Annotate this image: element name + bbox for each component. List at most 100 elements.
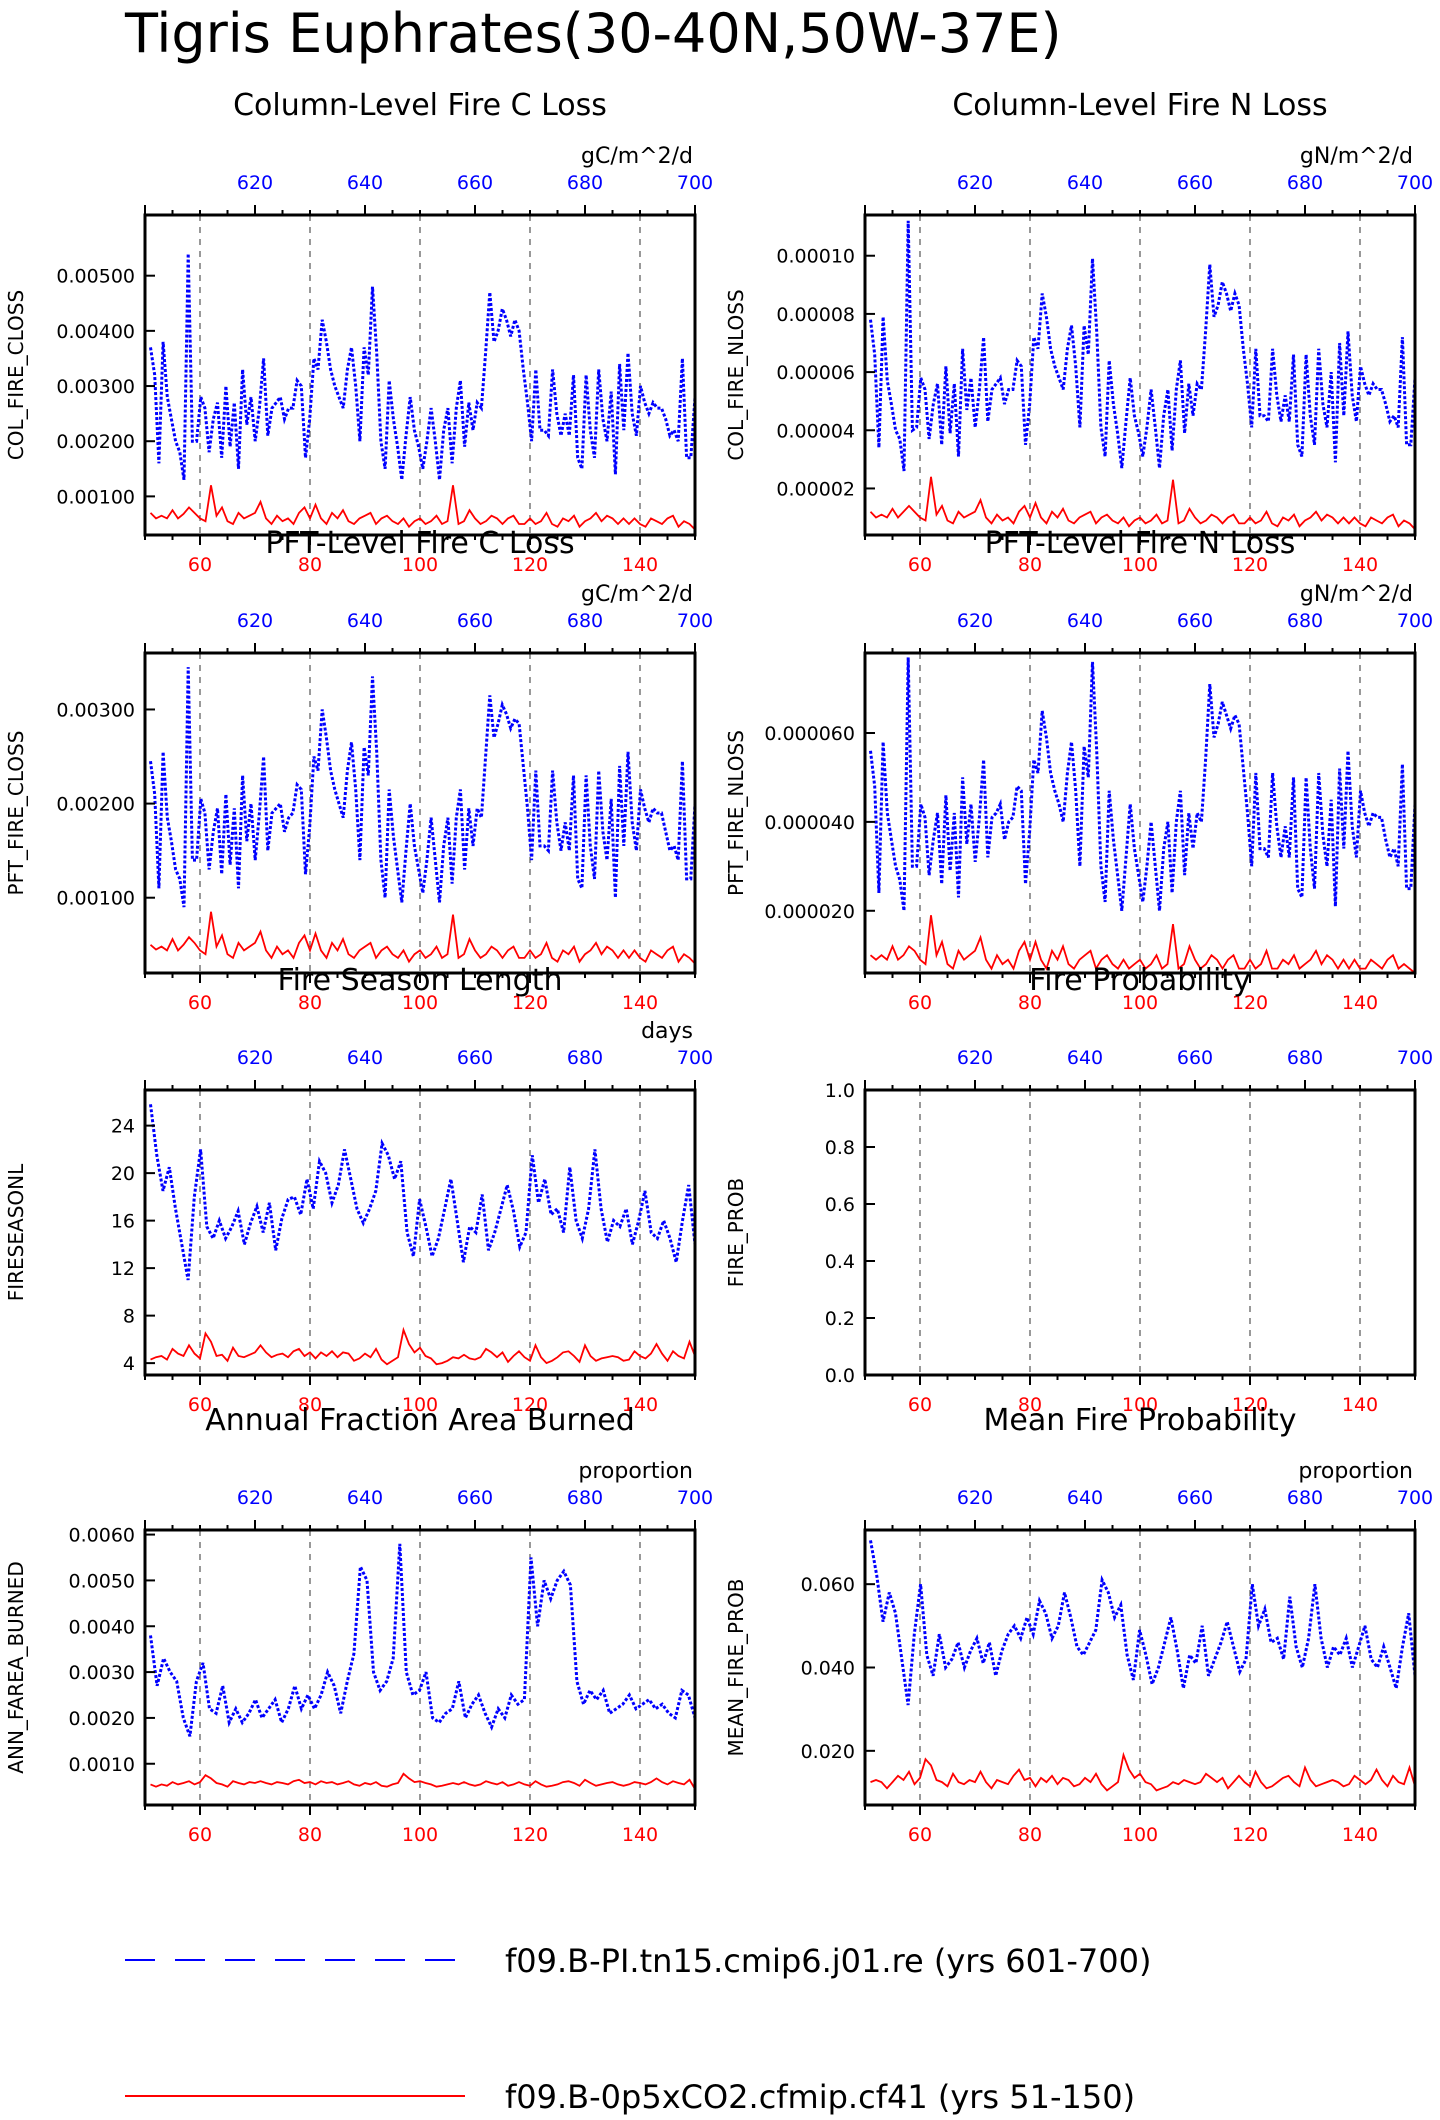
ytick-label: 0.00400: [56, 321, 135, 343]
ytick-label: 0.000020: [764, 901, 855, 923]
ytick-label: 0.6: [825, 1194, 855, 1216]
xtick-bottom-label: 60: [908, 1394, 932, 1416]
xtick-bottom-label: 100: [402, 992, 438, 1014]
series-blue: [149, 1104, 697, 1281]
units-label: days: [641, 1019, 693, 1044]
ylabel: PFT_FIRE_NLOSS: [724, 730, 748, 896]
panel-title: Annual Fraction Area Burned: [205, 1403, 635, 1438]
xtick-bottom-label: 100: [402, 554, 438, 576]
ytick-label: 0.0040: [69, 1616, 135, 1638]
xtick-top-label: 660: [1177, 610, 1213, 632]
xtick-bottom-label: 120: [1232, 992, 1268, 1014]
panel-fire-season-length: Fire Season Length days 4 8 12 16 20 24 60 80 100 1…: [4, 963, 713, 1416]
ytick-label: 16: [111, 1211, 135, 1233]
units-label: proportion: [578, 1459, 693, 1484]
xtick-bottom-label: 100: [1122, 554, 1158, 576]
xtick-top-label: 640: [1067, 1047, 1103, 1069]
xtick-bottom-label: 140: [1342, 1394, 1378, 1416]
xtick-top-label: 680: [1287, 1047, 1323, 1069]
xtick-bottom-label: 140: [1342, 554, 1378, 576]
xtick-top-label: 620: [957, 1487, 993, 1509]
xtick-top-label: 660: [457, 1047, 493, 1069]
xtick-bottom-label: 60: [188, 992, 212, 1014]
figure-title: Tigris Euphrates(30-40N,50W-37E): [124, 2, 1062, 65]
xtick-top-label: 700: [677, 1487, 713, 1509]
xtick-bottom-label: 100: [1122, 992, 1158, 1014]
panel-title: Fire Season Length: [278, 963, 563, 998]
xtick-bottom-label: 60: [908, 992, 932, 1014]
ytick-label: 0.0: [825, 1365, 855, 1387]
xtick-bottom-label: 120: [1232, 1824, 1268, 1846]
panel-column-fire-c-loss: Column-Level Fire C Loss gC/m^2/d 0.00100 0…: [4, 88, 713, 576]
xtick-top-label: 700: [677, 1047, 713, 1069]
xtick-bottom-label: 80: [298, 992, 322, 1014]
ytick-label: 0.0020: [69, 1708, 135, 1730]
xtick-bottom-label: 60: [908, 1824, 932, 1846]
legend-label-blue: f09.B-PI.tn15.cmip6.j01.re (yrs 601-700): [505, 1942, 1151, 1980]
ytick-label: 24: [111, 1116, 135, 1138]
xtick-bottom-label: 80: [298, 1824, 322, 1846]
ytick-label: 0.040: [801, 1658, 855, 1680]
ytick-label: 0.060: [801, 1574, 855, 1596]
ytick-label: 0.0050: [69, 1570, 135, 1592]
series-blue: [869, 220, 1417, 472]
xtick-bottom-label: 100: [1122, 1824, 1158, 1846]
units-label: gN/m^2/d: [1300, 144, 1413, 169]
xtick-bottom-label: 120: [1232, 554, 1268, 576]
xtick-top-label: 640: [1067, 1487, 1103, 1509]
ytick-label: 0.4: [825, 1251, 855, 1273]
xtick-top-label: 620: [237, 610, 273, 632]
ytick-label: 0.00008: [776, 304, 855, 326]
ytick-label: 0.00300: [56, 699, 135, 721]
ylabel: ANN_FAREA_BURNED: [4, 1561, 28, 1773]
ytick-label: 0.00100: [56, 888, 135, 910]
series-blue: [149, 253, 697, 481]
panels: Column-Level Fire C Loss gC/m^2/d 0.00100 0…: [4, 88, 1433, 1846]
ytick-label: 0.00500: [56, 266, 135, 288]
panel-title: Fire Probability: [1029, 963, 1251, 998]
xtick-top-label: 620: [237, 1047, 273, 1069]
xtick-top-label: 640: [347, 610, 383, 632]
ylabel: COL_FIRE_NLOSS: [724, 289, 748, 460]
xtick-bottom-label: 60: [188, 554, 212, 576]
panel-column-fire-n-loss: Column-Level Fire N Loss gN/m^2/d 0.00002 0…: [724, 88, 1433, 576]
xtick-top-label: 660: [457, 610, 493, 632]
xtick-top-label: 680: [1287, 172, 1323, 194]
xtick-top-label: 640: [1067, 172, 1103, 194]
xtick-top-label: 680: [567, 1047, 603, 1069]
ytick-label: 0.00100: [56, 486, 135, 508]
ylabel: FIRESEASONL: [4, 1163, 28, 1301]
xtick-bottom-label: 80: [298, 1394, 322, 1416]
xtick-top-label: 660: [1177, 1487, 1213, 1509]
xtick-bottom-label: 80: [1018, 992, 1042, 1014]
xtick-top-label: 680: [567, 172, 603, 194]
series-red: [869, 915, 1416, 974]
xtick-top-label: 700: [1397, 1487, 1433, 1509]
xtick-top-label: 680: [567, 610, 603, 632]
panel-title: Column-Level Fire C Loss: [233, 88, 607, 123]
xtick-top-label: 640: [347, 1047, 383, 1069]
xtick-top-label: 660: [457, 1487, 493, 1509]
ytick-label: 12: [111, 1258, 135, 1280]
panel-title: Column-Level Fire N Loss: [952, 88, 1327, 123]
xtick-top-label: 700: [677, 610, 713, 632]
panel-annual-fraction-area-burned: Annual Fraction Area Burned proportion 0.0…: [4, 1403, 713, 1846]
xtick-top-label: 700: [1397, 172, 1433, 194]
xtick-bottom-label: 140: [622, 1824, 658, 1846]
ytick-label: 0.0010: [69, 1754, 135, 1776]
panel-title: PFT-Level Fire C Loss: [265, 526, 574, 561]
xtick-top-label: 640: [347, 172, 383, 194]
panel-fire-probability: Fire Probability 0.0 0.2 0.4 0.6 0.8 1.0 60 80 10…: [724, 963, 1433, 1416]
ytick-label: 8: [123, 1306, 135, 1328]
xtick-top-label: 640: [1067, 610, 1103, 632]
xtick-top-label: 640: [347, 1487, 383, 1509]
ytick-label: 0.00300: [56, 376, 135, 398]
xtick-top-label: 620: [957, 610, 993, 632]
xtick-bottom-label: 140: [1342, 1824, 1378, 1846]
series-blue: [869, 1540, 1417, 1706]
series-blue: [869, 657, 1417, 912]
xtick-top-label: 700: [677, 172, 713, 194]
xtick-top-label: 680: [1287, 1487, 1323, 1509]
legend: f09.B-PI.tn15.cmip6.j01.re (yrs 601-700)…: [125, 1942, 1151, 2116]
